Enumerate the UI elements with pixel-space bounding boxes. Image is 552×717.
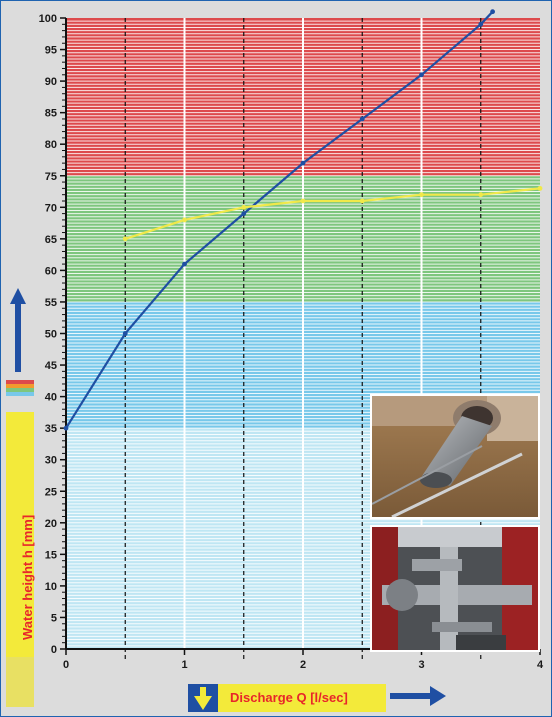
x-tick-label: 3 (418, 659, 424, 671)
y-tick-label: 95 (45, 45, 57, 57)
series-1-point (419, 192, 424, 198)
series-0-point (241, 211, 247, 217)
y-tick-label: 10 (45, 581, 57, 593)
series-0-point (63, 425, 69, 431)
series-0-point (182, 261, 187, 267)
y-tick-label: 50 (45, 329, 57, 341)
series-1-point (478, 192, 484, 198)
series-1-point (300, 198, 306, 204)
series-0-point (300, 160, 306, 166)
flume-outlet-photo (370, 394, 540, 519)
legend-blue (6, 392, 34, 396)
flume-pipe-photo (370, 525, 540, 652)
y-tick-label: 5 (51, 612, 57, 624)
y-tick-label: 65 (45, 234, 57, 246)
y-tick-label: 30 (45, 455, 57, 467)
series-1-point (182, 217, 187, 223)
color-legend-strip (6, 380, 34, 396)
series-1-point (537, 185, 543, 191)
x-tick-label: 1 (181, 659, 187, 671)
legend-red (6, 380, 34, 384)
series-0-point (490, 9, 495, 15)
x-tick-label: 4 (537, 659, 544, 671)
up-arrow-icon (10, 288, 26, 372)
y-axis-label: Water height h [mm] (20, 514, 35, 640)
y-tick-label: 55 (45, 297, 57, 309)
legend-green (6, 388, 34, 392)
y-tick-label: 80 (45, 139, 57, 151)
y-tick-label: 100 (39, 13, 57, 25)
y-tick-label: 75 (45, 171, 57, 183)
series-1-point (241, 204, 247, 210)
series-0-point (419, 72, 424, 78)
x-axis-label-box: Discharge Q [l/sec] (188, 684, 386, 712)
right-arrow-icon (390, 686, 446, 706)
series-1-point (359, 198, 365, 204)
y-tick-label: 35 (45, 423, 57, 435)
x-tick-label: 0 (63, 659, 69, 671)
y-tick-label: 15 (45, 549, 57, 561)
series-1-point (122, 236, 128, 242)
y-tick-label: 70 (45, 202, 57, 214)
y-tick-label: 20 (45, 518, 57, 530)
series-0-point (359, 116, 365, 122)
y-tick-label: 25 (45, 486, 57, 498)
x-axis-label: Discharge Q [l/sec] (230, 690, 348, 705)
y-tick-label: 90 (45, 76, 57, 88)
series-0-point (122, 331, 128, 336)
y-tick-label: 45 (45, 360, 57, 372)
y-tick-label: 60 (45, 265, 57, 277)
x-tick-label: 2 (300, 659, 306, 671)
y-tick-label: 40 (45, 392, 57, 404)
series-0-point (478, 21, 484, 27)
legend-orange (6, 384, 34, 388)
y-tick-label: 0 (51, 644, 57, 656)
down-arrow-icon (188, 684, 218, 712)
series-line-1 (124, 187, 541, 240)
y-axis-label-box (6, 412, 34, 707)
y-tick-label: 85 (45, 108, 57, 120)
